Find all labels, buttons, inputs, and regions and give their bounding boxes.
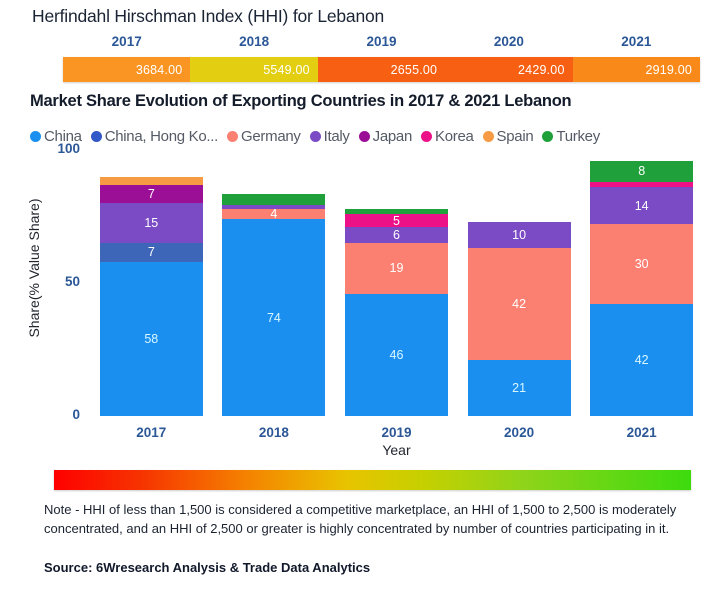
- legend-swatch-icon: [358, 131, 370, 142]
- bar-segment[interactable]: [99, 176, 203, 185]
- legend-swatch-icon: [30, 131, 41, 142]
- legend-swatch-icon: [421, 131, 432, 142]
- legend-item[interactable]: Japan: [358, 128, 413, 145]
- hhi-gradient-scale: [54, 470, 691, 490]
- bar-segment[interactable]: 19: [344, 243, 448, 294]
- legend-swatch-icon: [90, 131, 102, 142]
- legend-item-label: China, Hong Ko...: [104, 128, 219, 145]
- bar-segment[interactable]: 30: [590, 224, 694, 305]
- hhi-title: Herfindahl Hirschman Index (HHI) for Leb…: [32, 6, 385, 26]
- bar-segment[interactable]: 5: [344, 213, 448, 228]
- bar-stack: 42 30 14 8: [590, 160, 694, 416]
- legend-item[interactable]: Turkey: [542, 128, 600, 145]
- bar-segment[interactable]: 7: [99, 184, 203, 204]
- legend-item[interactable]: Korea: [421, 128, 474, 145]
- hhi-value-bar-row: 3684.00 5549.00 2655.00 2429.00 2919.00: [63, 57, 701, 82]
- hhi-value-cell: 2655.00: [317, 57, 446, 82]
- bar-segment[interactable]: 7: [99, 243, 203, 262]
- bar-column[interactable]: 58 7 15 7 2017: [90, 150, 213, 440]
- bar-segment[interactable]: [222, 204, 326, 209]
- hhi-year-label: 2017: [111, 34, 142, 49]
- bar-stack: 21 42 10: [467, 221, 571, 416]
- legend-item-label: Italy: [323, 128, 350, 145]
- bar-column[interactable]: 46 19 6 5 2019: [335, 150, 458, 440]
- legend-item[interactable]: Italy: [309, 128, 350, 145]
- y-axis-tick-label: 100: [57, 141, 80, 156]
- hhi-year-label: 2021: [621, 34, 652, 49]
- bar-stack: 74 4: [222, 193, 326, 416]
- stacked-bar-group: 58 7 15 7 2017 74 4 2018 46 19 6 5 2019 21 42 10 2020 42 3…: [90, 150, 703, 440]
- legend-item[interactable]: Germany: [227, 128, 301, 145]
- bar-stack: 46 19 6 5: [344, 208, 448, 416]
- bar-segment[interactable]: 10: [467, 221, 571, 249]
- hhi-year-label: 2019: [366, 34, 397, 49]
- x-axis-tick-label: 2020: [504, 425, 535, 440]
- chart-legend: China China, Hong Ko... Germany Italy Japan K…: [30, 128, 715, 145]
- bar-segment[interactable]: 21: [467, 360, 571, 416]
- hhi-value-cell: 2919.00: [572, 57, 701, 82]
- bar-segment[interactable]: 42: [467, 248, 571, 361]
- bar-segment[interactable]: 42: [590, 304, 694, 416]
- bar-segment[interactable]: 4: [222, 208, 326, 220]
- hhi-year-header-row: 2017 2018 2019 2020 2021: [63, 34, 700, 49]
- legend-item[interactable]: China: [30, 128, 82, 145]
- legend-item-label: China: [44, 128, 82, 145]
- hhi-value-cell: 5549.00: [190, 57, 318, 82]
- bar-column[interactable]: 42 30 14 8 2021: [580, 150, 703, 440]
- legend-swatch-icon: [542, 131, 554, 142]
- legend-item-label: Turkey: [556, 128, 600, 145]
- x-axis-tick-label: 2021: [626, 425, 657, 440]
- hhi-year-label: 2018: [239, 34, 270, 49]
- bar-segment[interactable]: 8: [590, 160, 694, 182]
- legend-swatch-icon: [309, 131, 321, 142]
- bar-segment[interactable]: [344, 208, 448, 214]
- chart-plot-area: Share(% Value Share) 0 50 100 58 7 15 7 2017 74…: [0, 141, 715, 458]
- legend-item-label: Japan: [372, 128, 413, 145]
- x-axis-tick-label: 2018: [258, 425, 289, 440]
- legend-item[interactable]: Spain: [482, 128, 534, 145]
- bar-stack: 58 7 15 7: [99, 176, 203, 416]
- legend-swatch-icon: [227, 131, 239, 142]
- legend-item[interactable]: China, Hong Ko...: [90, 128, 219, 145]
- y-axis-tick-label: 50: [64, 274, 80, 289]
- hhi-year-label: 2020: [493, 34, 524, 49]
- legend-item-label: Spain: [496, 128, 534, 145]
- x-axis-tick-label: 2019: [381, 425, 412, 440]
- source-text: Source: 6Wresearch Analysis & Trade Data…: [44, 560, 371, 575]
- x-axis-tick-label: 2017: [136, 425, 167, 440]
- bar-segment[interactable]: [590, 181, 694, 188]
- bar-segment[interactable]: 6: [344, 227, 448, 244]
- bar-column[interactable]: 21 42 10 2020: [458, 150, 581, 440]
- bar-segment[interactable]: 14: [590, 187, 694, 225]
- y-axis-tick-label: 0: [72, 407, 80, 422]
- hhi-value-cell: 3684.00: [63, 57, 191, 82]
- legend-item-label: Korea: [435, 128, 474, 145]
- legend-item-label: Germany: [241, 128, 301, 145]
- bar-segment[interactable]: 46: [344, 293, 448, 416]
- bar-column[interactable]: 74 4 2018: [213, 150, 336, 440]
- y-axis-ticks: 0 50 100: [38, 141, 80, 422]
- bar-segment[interactable]: 15: [99, 203, 203, 244]
- x-axis-title: Year: [382, 442, 411, 458]
- legend-swatch-icon: [482, 131, 494, 142]
- chart-title: Market Share Evolution of Exporting Coun…: [30, 92, 572, 110]
- hhi-value-cell: 2429.00: [445, 57, 573, 82]
- bar-segment[interactable]: 74: [222, 219, 326, 416]
- note-text: Note - HHI of less than 1,500 is conside…: [44, 502, 677, 536]
- bar-segment[interactable]: [222, 193, 326, 205]
- bar-segment[interactable]: 58: [99, 261, 203, 416]
